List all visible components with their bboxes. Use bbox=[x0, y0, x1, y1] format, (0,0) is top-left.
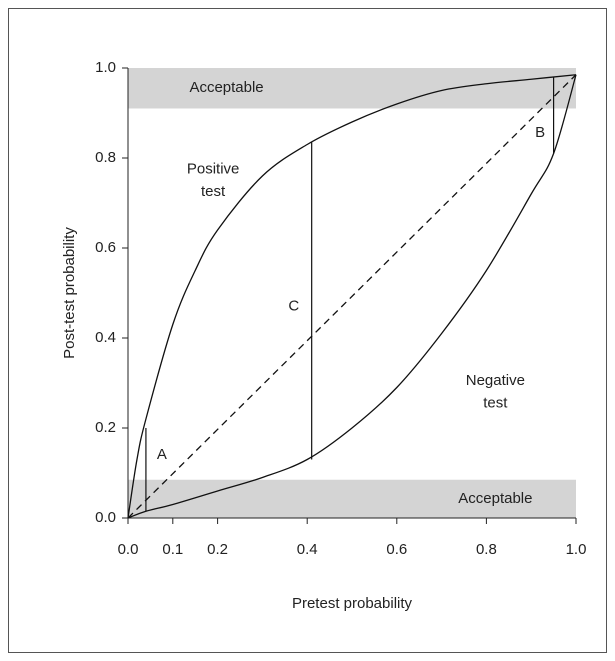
y-tick-label: 1.0 bbox=[95, 59, 116, 76]
reference-line bbox=[127, 74, 577, 519]
x-tick-label: 1.0 bbox=[566, 541, 587, 558]
y-tick-label: 0.8 bbox=[95, 149, 116, 166]
x-tick-label: 0.4 bbox=[297, 541, 318, 558]
curve bbox=[127, 74, 577, 519]
x-tick-label: 0.8 bbox=[476, 541, 497, 558]
x-axis-title: Pretest probability bbox=[292, 595, 413, 612]
x-tick-label: 0.6 bbox=[386, 541, 407, 558]
x-tick-label: 0.1 bbox=[162, 541, 183, 558]
x-tick-label: 0.0 bbox=[118, 541, 139, 558]
acceptable-band bbox=[128, 479, 576, 518]
segment-label: C bbox=[288, 297, 299, 314]
segment-label: A bbox=[157, 446, 167, 463]
curve-label: Positive test bbox=[187, 160, 240, 200]
y-tick-label: 0.2 bbox=[95, 419, 116, 436]
y-tick-label: 0.4 bbox=[95, 329, 116, 346]
band-label: Acceptable bbox=[458, 490, 532, 507]
segment-label: B bbox=[535, 124, 545, 141]
y-tick-label: 0.6 bbox=[95, 239, 116, 256]
y-tick-label: 0.0 bbox=[95, 509, 116, 526]
band-label: Acceptable bbox=[189, 79, 263, 96]
x-tick-label: 0.2 bbox=[207, 541, 228, 558]
y-axis-title: Post-test probability bbox=[61, 227, 78, 359]
curve bbox=[127, 74, 577, 519]
curve-label: Negative test bbox=[466, 372, 525, 412]
acceptable-band bbox=[128, 68, 576, 109]
frame bbox=[8, 8, 607, 653]
